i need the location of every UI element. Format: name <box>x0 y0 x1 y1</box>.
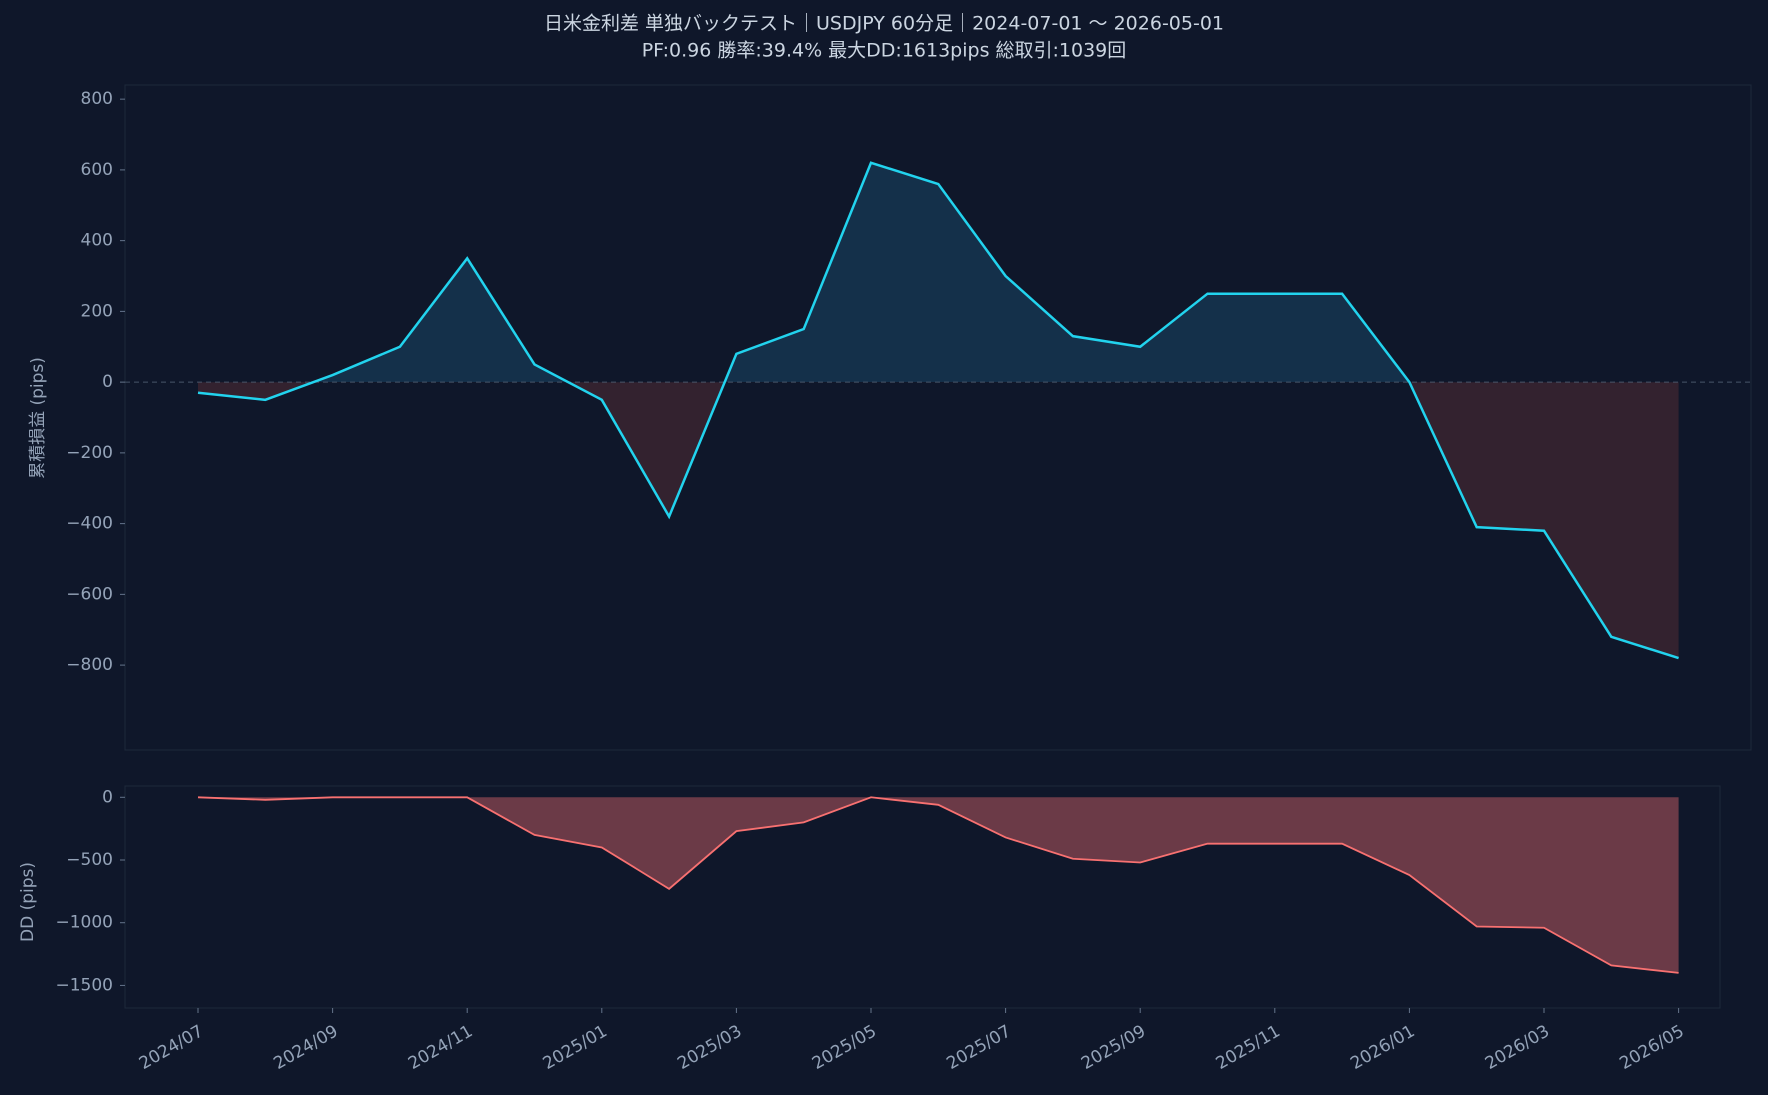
y-tick-label: 200 <box>81 301 113 321</box>
y-tick-label: −1500 <box>55 975 113 995</box>
y-tick-label: −1000 <box>55 913 113 933</box>
plot-frame <box>124 84 1752 751</box>
y-tick-label: −400 <box>66 514 113 534</box>
y-tick-label: −600 <box>66 584 113 604</box>
y-tick-label: 0 <box>102 787 113 807</box>
y-tick-label: −200 <box>66 443 113 463</box>
y-tick-label: −800 <box>66 655 113 675</box>
drawdown-line <box>197 796 1679 974</box>
equity-line <box>197 161 1679 660</box>
y-axis-label: 累積損益 (pips) <box>28 357 48 479</box>
positive-area <box>313 162 1410 383</box>
y-tick-label: −500 <box>66 850 113 870</box>
negative-area <box>198 382 1679 659</box>
y-tick-label: 400 <box>81 231 113 251</box>
y-tick-label: 800 <box>81 89 113 109</box>
y-tick-label: 0 <box>102 372 113 392</box>
y-axis-label: DD (pips) <box>18 862 38 942</box>
y-tick-label: 600 <box>81 160 113 180</box>
chart-subtitle: PF:0.96 勝率:39.4% 最大DD:1613pips 総取引:1039回 <box>642 40 1127 62</box>
chart-title: 日米金利差 単独バックテスト｜USDJPY 60分足｜2024-07-01 〜 … <box>544 13 1224 35</box>
plot-frame <box>124 785 1721 1009</box>
